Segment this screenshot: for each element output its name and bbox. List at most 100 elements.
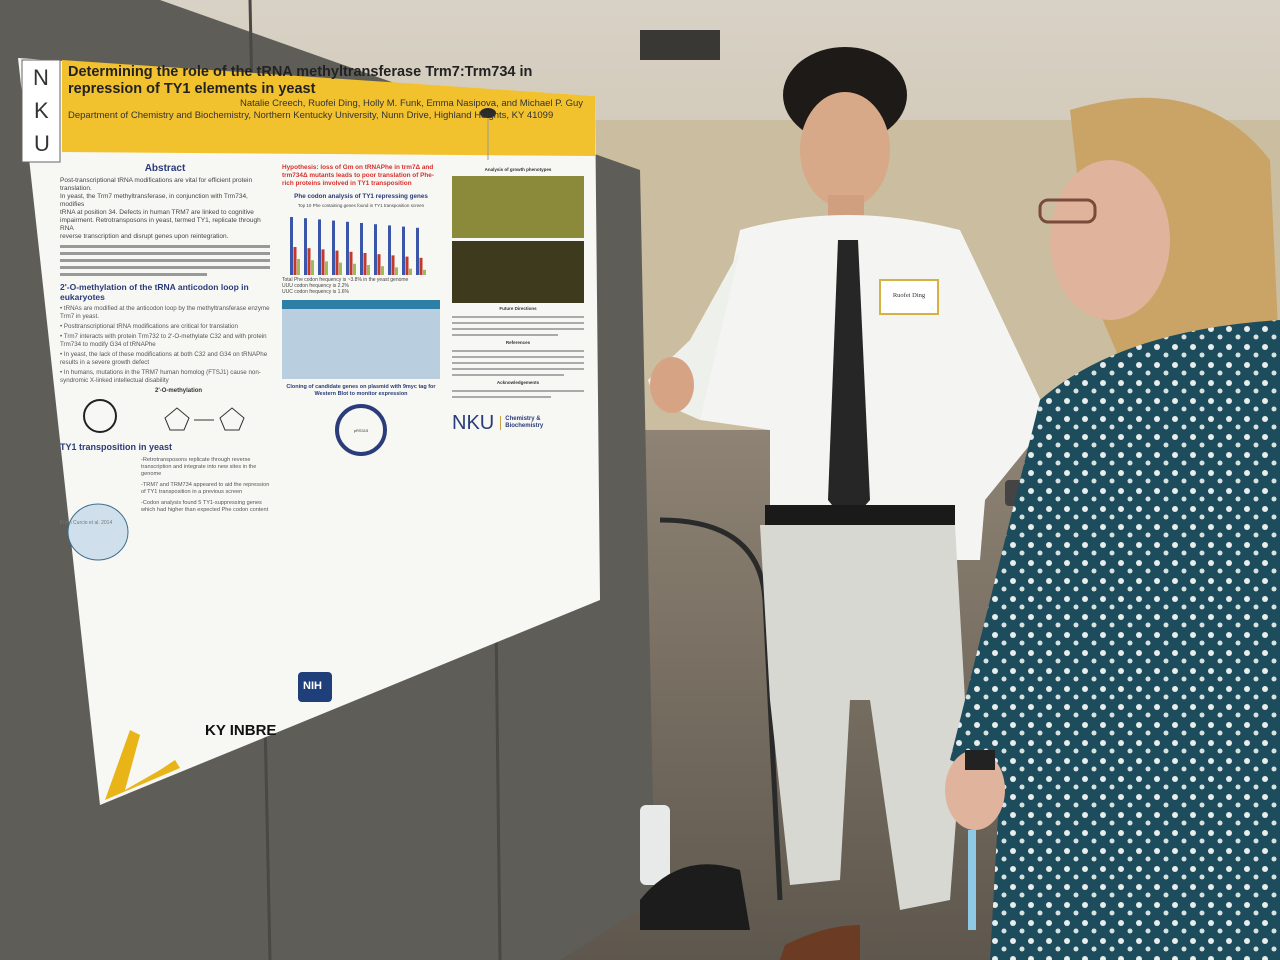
- kyinbre-logo: KY INBRE: [205, 722, 277, 739]
- chart-bar: [339, 262, 342, 275]
- chart-bar: [423, 269, 426, 275]
- phe-note: UUC codon frequency is 1.6%: [282, 289, 349, 295]
- student-presenter: [648, 47, 1050, 960]
- ty1-note: -TRM7 and TRM734 appeared to aid the rep…: [141, 482, 270, 495]
- methylation-heading: 2'-O-methylation of the tRNA anticodon l…: [60, 282, 249, 302]
- bullet: Posttranscriptional tRNA modifications a…: [60, 323, 270, 331]
- chart-bar: [304, 218, 307, 275]
- phe-codon-bar-chart: [290, 217, 426, 275]
- abstract-line: Post-transcriptional tRNA modifications …: [60, 177, 253, 192]
- poster-right-column: Analysis of growth phenotypes Future Dir…: [452, 164, 584, 434]
- figure-credit: From Curcio et al. 2014: [60, 520, 113, 526]
- pushpin: [480, 108, 496, 118]
- chart-bar: [318, 219, 321, 275]
- dept-logo: Chemistry & Biochemistry: [500, 416, 565, 430]
- ty1-note: -Codon analysis found 5 TY1-suppressing …: [141, 500, 269, 513]
- growth-plate-image: [452, 241, 584, 303]
- poster-middle-column: Hypothesis: loss of Gm on tRNAPhe in trm…: [282, 164, 440, 456]
- future-heading: Future Directions: [499, 306, 537, 311]
- chart-bar: [307, 248, 311, 275]
- bullet: Trm7 interacts with protein Trm732 to 2'…: [60, 333, 270, 349]
- gold-stripes-logo: [105, 730, 180, 800]
- phe-note: UUU codon frequency is 2.2%: [282, 283, 349, 289]
- chart-bar: [332, 220, 335, 275]
- phe-note: Total Phe codon frequency is ~3.8% in th…: [282, 277, 409, 283]
- abstract-heading: Abstract: [144, 163, 186, 174]
- methylation-diagram: 2'-O-methylation: [60, 388, 270, 440]
- acknowledgements-heading: Acknowledgements: [496, 380, 540, 385]
- chart-bar: [360, 223, 363, 275]
- chart-bar: [395, 267, 398, 275]
- abstract-line: tRNA at position 34. Defects in human TR…: [60, 209, 254, 216]
- ty1-heading: TY1 transposition in yeast: [60, 442, 173, 452]
- abstract-line: In yeast, the Trm7 methyltransferase, in…: [60, 193, 248, 208]
- nku-periodic-logo: [21, 59, 61, 163]
- chart-bar: [321, 249, 325, 275]
- poster-title-banner: [62, 60, 595, 156]
- logo-letter: K: [34, 98, 49, 123]
- backpack: [640, 864, 750, 930]
- chart-bar: [402, 226, 405, 275]
- chart-bar: [293, 247, 297, 275]
- ty1-figure-space: [60, 457, 135, 518]
- ty1-note: -Retrotransposons replicate through reve…: [141, 457, 257, 477]
- references-heading: References: [505, 340, 531, 345]
- bullet: tRNAs are modified at the anticodon loop…: [60, 305, 270, 321]
- belt: [765, 505, 955, 527]
- methylation-diagram-label: 2'-O-methylation: [155, 388, 203, 394]
- poster-left-column: Abstract Post-transcriptional tRNA modif…: [60, 162, 270, 526]
- cloning-heading: Cloning of candidate genes on plasmid wi…: [286, 384, 436, 397]
- chart-bar: [391, 255, 395, 275]
- poster-title: Determining the role of the tRNA methylt…: [68, 64, 533, 97]
- phe-heading: Phe codon analysis of TY1 repressing gen…: [294, 193, 428, 200]
- poster-authors: Natalie Creech, Ruofei Ding, Holly M. Fu…: [239, 98, 583, 109]
- plasmid-diagram: pRS315: [335, 404, 387, 456]
- chart-bar: [416, 227, 419, 275]
- trna-structure-diagram: [83, 399, 245, 433]
- chart-bar: [419, 257, 423, 275]
- chart-bar: [346, 221, 349, 275]
- chart-bar: [353, 263, 356, 275]
- yeast-cell-diagram: [67, 503, 129, 561]
- nih-logo: NIH: [303, 680, 322, 692]
- logo-letter: U: [34, 131, 50, 156]
- watch: [965, 750, 995, 770]
- necktie: [828, 240, 870, 525]
- phe-chart-title: Top 10 Phe containing genes found in TY1…: [297, 203, 425, 208]
- chart-bar: [335, 250, 339, 275]
- poster-header: Determining the role of the tRNA methylt…: [68, 64, 583, 121]
- growth-plate-image: [452, 176, 584, 238]
- abstract-text-placeholder: [60, 245, 270, 276]
- chart-bar: [290, 217, 293, 275]
- name-badge-text: Ruofei Ding: [892, 292, 926, 299]
- nku-logo: NKU: [452, 412, 495, 434]
- chart-bar: [374, 224, 377, 275]
- chart-bar: [367, 265, 370, 275]
- chart-bar: [363, 253, 367, 275]
- poster-affiliation: Department of Chemistry and Biochemistry…: [68, 110, 554, 121]
- abstract-line: reverse transcription and disrupt genes …: [60, 233, 229, 240]
- floral-dress: [950, 320, 1280, 960]
- chart-bar: [405, 256, 409, 275]
- plasmid-label: pRS315: [353, 427, 369, 433]
- chart-bar: [388, 225, 391, 275]
- water-bottle: [640, 805, 670, 885]
- chart-bar: [311, 260, 314, 275]
- ack-text-placeholder: [452, 390, 584, 398]
- shoe: [780, 925, 860, 960]
- bullet: In humans, mutations in the TRM7 human h…: [60, 369, 270, 385]
- gesturing-hand: [650, 357, 694, 413]
- visitor-woman: [945, 97, 1280, 960]
- future-text-placeholder: [452, 316, 584, 336]
- chart-bar: [409, 268, 412, 275]
- chart-bar: [325, 261, 328, 275]
- chart-bar: [377, 254, 381, 275]
- chart-bar: [297, 259, 300, 275]
- keys-lanyard: [968, 830, 976, 930]
- logo-letter: N: [33, 65, 49, 90]
- eyeglasses: [1038, 198, 1097, 224]
- name-badge: [879, 279, 939, 315]
- growth-heading: Analysis of growth phenotypes: [484, 167, 552, 172]
- bullet: In yeast, the lack of these modification…: [60, 351, 270, 367]
